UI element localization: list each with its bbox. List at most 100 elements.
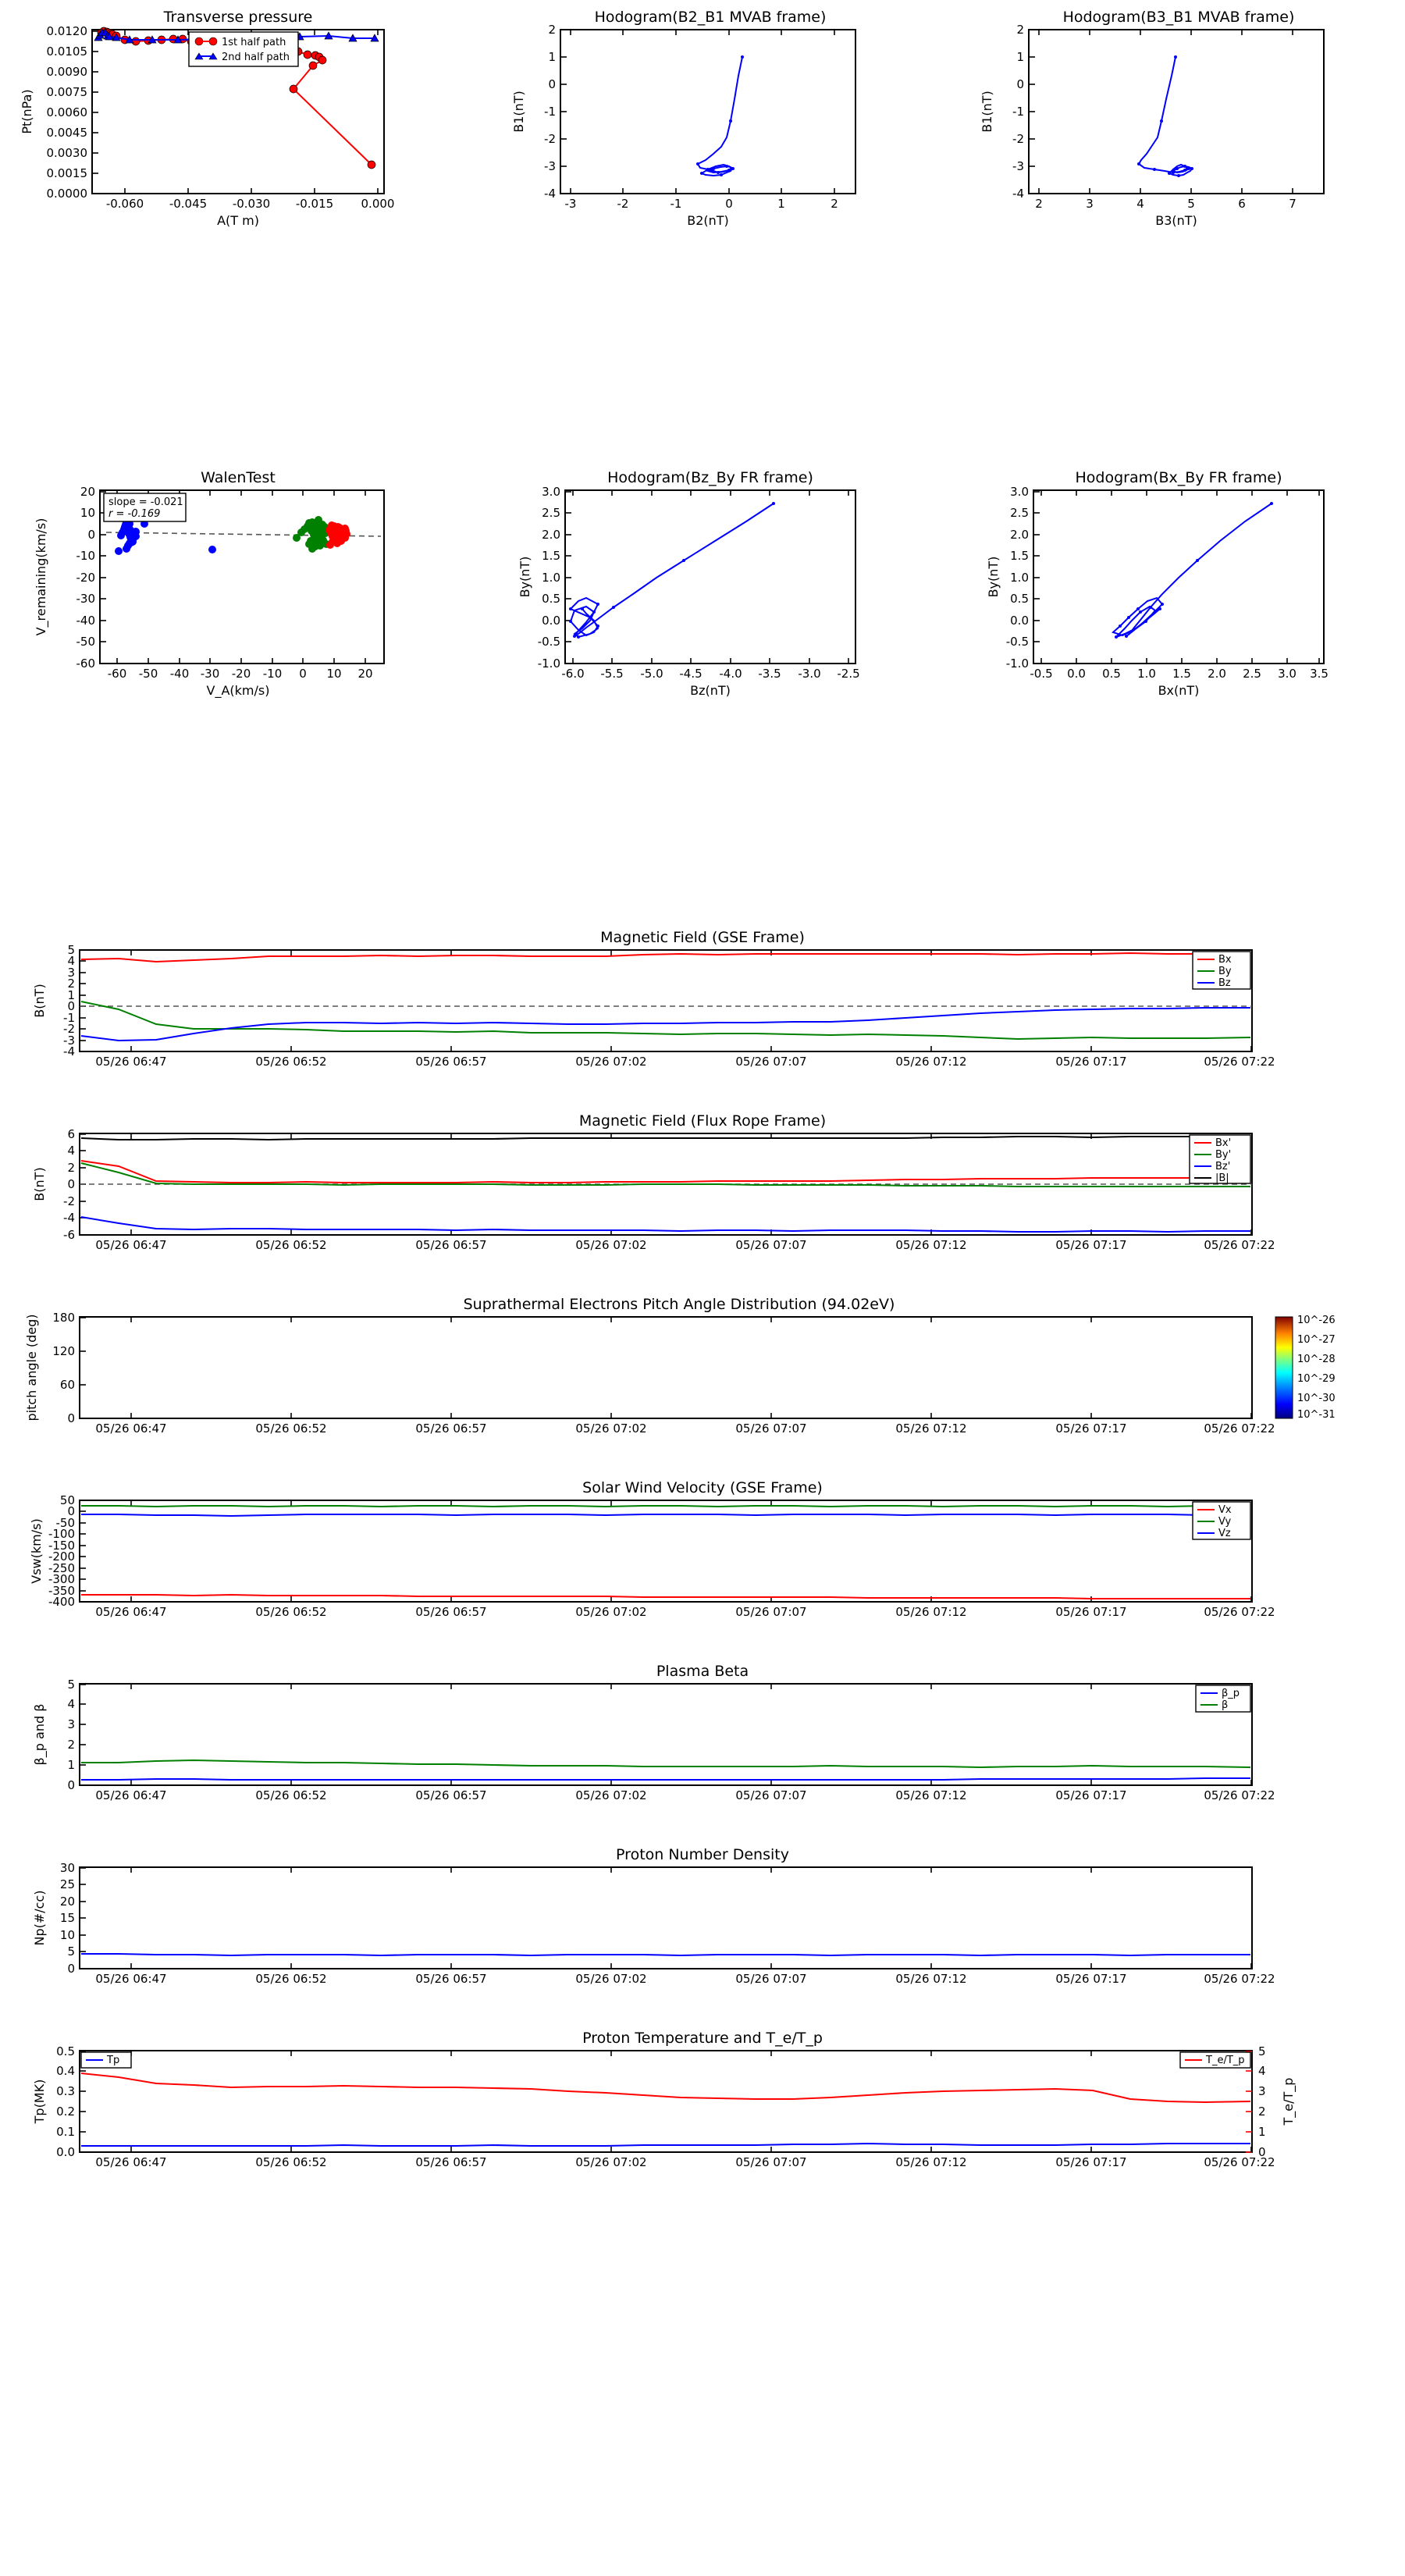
svg-text:05/26 07:17: 05/26 07:17 — [1055, 2155, 1126, 2169]
cb-tick-1: 10^-27 — [1297, 1334, 1336, 1346]
svg-text:1: 1 — [1016, 50, 1024, 64]
panel-walen-test: WalenTest -60 -50 -40 -30 -20 -10 0 10 2… — [0, 461, 468, 703]
svg-text:-0.5: -0.5 — [1006, 635, 1029, 649]
svg-text:0: 0 — [67, 1411, 75, 1425]
svg-text:1: 1 — [67, 988, 75, 1002]
legend: Bx By Bz — [1192, 951, 1251, 990]
svg-text:05/26 06:52: 05/26 06:52 — [255, 1605, 326, 1619]
panel-proton-density: Proton Number Density 0 5 10 15 20 25 30… — [0, 1842, 1405, 2010]
panel-title: Solar Wind Velocity (GSE Frame) — [582, 1479, 823, 1496]
svg-text:05/26 06:47: 05/26 06:47 — [95, 1972, 166, 1986]
svg-text:0.0015: 0.0015 — [47, 166, 88, 180]
series-bz-prime — [80, 1216, 1250, 1233]
svg-text:2: 2 — [548, 23, 556, 37]
svg-text:0: 0 — [548, 77, 556, 91]
series-bx-prime — [80, 1160, 1250, 1183]
svg-text:0.5: 0.5 — [542, 592, 560, 606]
panel-hodogram-b3-b1: Hodogram(B3_B1 MVAB frame) -4 -3 -2 -1 0… — [937, 0, 1405, 234]
plot-frame — [99, 489, 385, 664]
svg-text:-50: -50 — [56, 1516, 76, 1530]
svg-text:1.0: 1.0 — [542, 571, 560, 585]
series-vx — [81, 1593, 1250, 1599]
y-axis-label: V_remaining(km/s) — [34, 518, 49, 636]
svg-text:0: 0 — [87, 528, 95, 542]
svg-text:4: 4 — [1258, 2064, 1266, 2078]
svg-text:0.0000: 0.0000 — [47, 187, 88, 201]
time-axis-ticks: 05/26 06:47 05/26 06:52 05/26 06:57 05/2… — [95, 1684, 1275, 1802]
svg-text:1.0: 1.0 — [1137, 667, 1156, 681]
svg-text:2.0: 2.0 — [1208, 667, 1226, 681]
cb-tick-2: 10^-28 — [1297, 1354, 1336, 1365]
panel-magnetic-field-fr: Magnetic Field (Flux Rope Frame) -6 -4 -… — [0, 1108, 1405, 1276]
svg-text:20: 20 — [60, 1895, 75, 1909]
y-axis-label: pitch angle (deg) — [24, 1314, 39, 1421]
x-axis-label: B2(nT) — [687, 213, 729, 228]
cb-tick-3: 10^-29 — [1297, 1373, 1336, 1385]
series-bz — [80, 1007, 1250, 1042]
svg-text:-10: -10 — [263, 667, 283, 681]
legend: Bx' By' Bz' |B| — [1189, 1134, 1251, 1184]
svg-text:0.2: 0.2 — [56, 2105, 75, 2119]
svg-text:-0.5: -0.5 — [1030, 667, 1052, 681]
panel-magnetic-field-gse: Magnetic Field (GSE Frame) -4 -3 -2 -1 0… — [0, 925, 1405, 1093]
svg-text:0.0060: 0.0060 — [47, 105, 88, 119]
svg-text:-60: -60 — [108, 667, 127, 681]
svg-text:05/26 07:12: 05/26 07:12 — [895, 1421, 966, 1436]
svg-text:05/26 07:17: 05/26 07:17 — [1055, 1055, 1126, 1069]
svg-text:05/26 07:07: 05/26 07:07 — [735, 1972, 806, 1986]
legend: β_p β — [1195, 1685, 1251, 1713]
panel-solar-wind-velocity: Solar Wind Velocity (GSE Frame) -400 -35… — [0, 1475, 1405, 1643]
y-axis-ticks: -60 -50 -40 -30 -20 -10 0 10 20 — [76, 485, 106, 671]
svg-text:05/26 06:57: 05/26 06:57 — [415, 1788, 486, 1802]
svg-text:-20: -20 — [76, 571, 96, 585]
legend-label-bx: Bx — [1218, 954, 1232, 966]
svg-text:0.5: 0.5 — [1102, 667, 1121, 681]
svg-text:05/26 06:52: 05/26 06:52 — [255, 1788, 326, 1802]
svg-text:2: 2 — [1035, 197, 1043, 211]
svg-text:0.0090: 0.0090 — [47, 65, 88, 79]
svg-text:-0.5: -0.5 — [538, 635, 560, 649]
svg-text:3: 3 — [1258, 2084, 1266, 2098]
plot-frame — [79, 1500, 1253, 1603]
svg-text:-5.0: -5.0 — [640, 667, 663, 681]
svg-text:05/26 06:47: 05/26 06:47 — [95, 2155, 166, 2169]
svg-text:10: 10 — [60, 1928, 75, 1942]
svg-text:-0.060: -0.060 — [106, 197, 144, 211]
y-axis-ticks: 0 60 120 180 — [52, 1311, 86, 1425]
svg-text:05/26 07:07: 05/26 07:07 — [735, 2155, 806, 2169]
walen-green-points — [293, 516, 330, 553]
svg-text:05/26 07:02: 05/26 07:02 — [575, 1605, 646, 1619]
svg-text:-400: -400 — [48, 1595, 75, 1609]
svg-text:2: 2 — [1016, 23, 1024, 37]
x-axis-label: B3(nT) — [1155, 213, 1197, 228]
svg-text:-2: -2 — [63, 1022, 75, 1036]
svg-text:05/26 06:47: 05/26 06:47 — [95, 1788, 166, 1802]
svg-text:05/26 07:12: 05/26 07:12 — [895, 1605, 966, 1619]
svg-text:0: 0 — [1016, 77, 1024, 91]
svg-text:15: 15 — [60, 1911, 75, 1925]
time-axis-ticks: 05/26 06:47 05/26 06:52 05/26 06:57 05/2… — [95, 950, 1275, 1069]
legend-label-2: 2nd half path — [222, 52, 290, 63]
legend-label-bmag: |B| — [1215, 1172, 1229, 1184]
svg-text:6: 6 — [1238, 197, 1246, 211]
svg-text:-4: -4 — [63, 1211, 75, 1225]
y-axis-ticks: -1.0 -0.5 0.0 0.5 1.0 1.5 2.0 2.5 3.0 — [1006, 485, 1040, 671]
panel-pitch-angle: Suprathermal Electrons Pitch Angle Distr… — [0, 1292, 1405, 1460]
colorbar: 10^-26 10^-27 10^-28 10^-29 10^-30 10^-3… — [1275, 1315, 1336, 1421]
svg-text:0.3: 0.3 — [56, 2084, 75, 2098]
panel-hodogram-b2-b1: Hodogram(B2_B1 MVAB frame) -4 -3 -2 -1 0… — [468, 0, 937, 234]
svg-text:50: 50 — [60, 1493, 75, 1507]
svg-text:30: 30 — [60, 1861, 75, 1875]
svg-text:-2: -2 — [63, 1194, 75, 1208]
svg-text:2: 2 — [831, 197, 838, 211]
svg-text:10: 10 — [80, 506, 95, 520]
svg-text:-3: -3 — [544, 159, 556, 173]
y-axis-label: By(nT) — [986, 557, 1001, 598]
svg-text:0.0: 0.0 — [542, 614, 560, 628]
svg-text:-0.045: -0.045 — [169, 197, 207, 211]
panel-proton-temperature: Proton Temperature and T_e/T_p 0.0 0.1 0… — [0, 2026, 1405, 2205]
svg-text:-2.5: -2.5 — [837, 667, 859, 681]
svg-text:05/26 06:57: 05/26 06:57 — [415, 1605, 486, 1619]
svg-text:-3: -3 — [1012, 159, 1024, 173]
svg-text:5: 5 — [1258, 2044, 1266, 2058]
